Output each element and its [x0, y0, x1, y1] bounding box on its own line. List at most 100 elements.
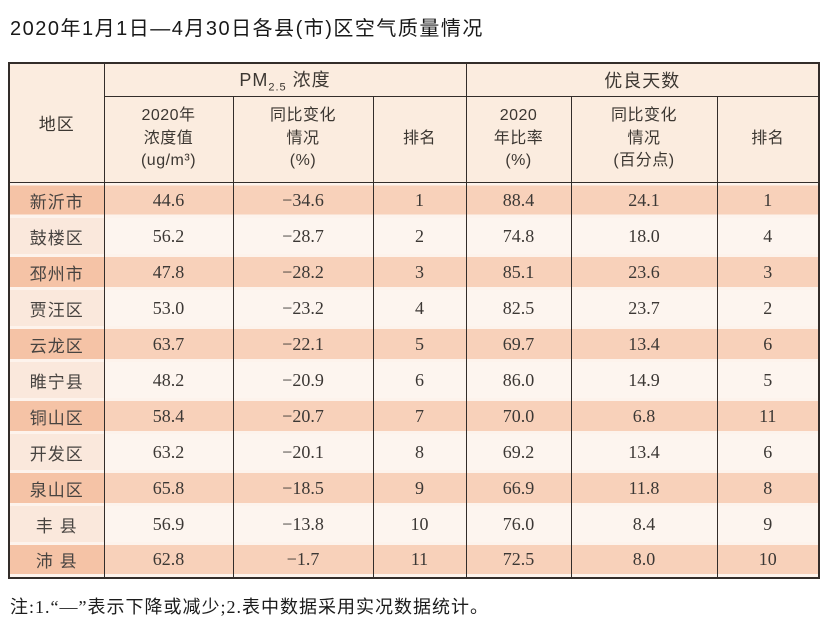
table-row: 铜山区 58.4 −20.7 7 70.0 6.8 11: [8, 398, 820, 434]
pm-rank-cell: 4: [372, 290, 467, 326]
table-row: 贾汪区 53.0 −23.2 4 82.5 23.7 2: [8, 290, 820, 326]
good-ratio-cell: 86.0: [465, 362, 572, 398]
pm-rank-cell: 11: [372, 542, 467, 578]
page-title: 2020年1月1日—4月30日各县(市)区空气质量情况: [10, 18, 484, 40]
pm-change-cell: −20.9: [232, 362, 374, 398]
pm-rank-cell: 10: [372, 506, 467, 542]
pm-rank-cell: 8: [372, 434, 467, 470]
region-cell: 鼓楼区: [8, 218, 105, 254]
good-rank-cell: 6: [716, 434, 820, 470]
good-change-column-header: 同比变化 情况 (百分点): [570, 95, 718, 183]
pm-change-cell: −23.2: [232, 290, 374, 326]
pm-rank-cell: 9: [372, 470, 467, 506]
table-row: 沛 县 62.8 −1.7 11 72.5 8.0 10: [8, 542, 820, 578]
good-change-cell: 13.4: [570, 326, 718, 362]
group-header-row: 地区 PM2.5 浓度 优良天数: [8, 62, 820, 183]
pm-value-cell: 56.2: [103, 218, 234, 254]
pm25-label-suffix: 浓度: [286, 69, 331, 90]
pm-rank-cell: 7: [372, 398, 467, 434]
pm25-label-subscript: 2.5: [268, 81, 287, 94]
good-rank-cell: 9: [716, 506, 820, 542]
good-rank-cell: 2: [716, 290, 820, 326]
good-ratio-cell: 66.9: [465, 470, 572, 506]
good-rank-cell: 6: [716, 326, 820, 362]
region-cell: 邳州市: [8, 254, 105, 290]
column-header-row: 2020年 浓度值 (ug/m³) 同比变化 情况 (%) 排名 2020 年比…: [9, 95, 820, 183]
pm-rank-cell: 1: [372, 182, 467, 218]
pm-value-cell: 62.8: [103, 542, 234, 578]
good-change-cell: 6.8: [570, 398, 718, 434]
pm-value-cell: 65.8: [103, 470, 234, 506]
region-cell: 泉山区: [8, 470, 105, 506]
pm-change-cell: −1.7: [232, 542, 374, 578]
good-ratio-cell: 88.4: [465, 182, 572, 218]
pm-rank-cell: 3: [372, 254, 467, 290]
pm-change-cell: −28.7: [232, 218, 374, 254]
pm-rank-cell: 5: [372, 326, 467, 362]
pm-change-cell: −13.8: [232, 506, 374, 542]
pm-value-cell: 56.9: [103, 506, 234, 542]
pm25-group-header: PM2.5 浓度: [103, 62, 467, 97]
good-change-cell: 13.4: [570, 434, 718, 470]
good-change-cell: 18.0: [570, 218, 718, 254]
pm-rank-cell: 2: [372, 218, 467, 254]
good-change-cell: 8.0: [570, 542, 718, 578]
pm25-label-prefix: PM: [239, 69, 269, 90]
pm-value-column-header: 2020年 浓度值 (ug/m³): [103, 95, 234, 183]
table-row: 邳州市 47.8 −28.2 3 85.1 23.6 3: [8, 254, 820, 290]
table-row: 新沂市 44.6 −34.6 1 88.4 24.1 1: [8, 182, 820, 218]
air-quality-table: 地区 PM2.5 浓度 优良天数 2020年 浓度值 (ug/m³) 同比变化 …: [8, 62, 821, 579]
table-row: 丰 县 56.9 −13.8 10 76.0 8.4 9: [8, 506, 820, 542]
good-ratio-cell: 76.0: [465, 506, 572, 542]
pm-change-cell: −22.1: [232, 326, 374, 362]
good-ratio-cell: 82.5: [465, 290, 572, 326]
table-row: 泉山区 65.8 −18.5 9 66.9 11.8 8: [8, 470, 820, 506]
pm-change-cell: −34.6: [232, 182, 374, 218]
good-days-group-header: 优良天数: [465, 62, 820, 97]
pm-value-cell: 63.7: [103, 326, 234, 362]
good-rank-cell: 8: [716, 470, 820, 506]
good-rank-cell: 1: [716, 182, 820, 218]
pm-value-cell: 58.4: [103, 398, 234, 434]
good-change-cell: 23.6: [570, 254, 718, 290]
pm-value-cell: 47.8: [103, 254, 234, 290]
region-cell: 丰 县: [8, 506, 105, 542]
good-rank-cell: 4: [716, 218, 820, 254]
region-cell: 铜山区: [8, 398, 105, 434]
good-ratio-cell: 70.0: [465, 398, 572, 434]
pm-change-cell: −18.5: [232, 470, 374, 506]
region-cell: 开发区: [8, 434, 105, 470]
region-cell: 云龙区: [8, 326, 105, 362]
good-change-cell: 14.9: [570, 362, 718, 398]
good-ratio-column-header: 2020 年比率 (%): [465, 95, 572, 183]
pm-change-cell: −20.1: [232, 434, 374, 470]
footnote: 注:1.“—”表示下降或减少;2.表中数据采用实况数据统计。: [10, 597, 489, 617]
region-cell: 睢宁县: [8, 362, 105, 398]
good-rank-cell: 5: [716, 362, 820, 398]
region-column-header: 地区: [8, 62, 105, 183]
pm-rank-cell: 6: [372, 362, 467, 398]
good-rank-cell: 3: [716, 254, 820, 290]
pm-change-cell: −28.2: [232, 254, 374, 290]
table-row: 云龙区 63.7 −22.1 5 69.7 13.4 6: [8, 326, 820, 362]
pm-rank-column-header: 排名: [372, 95, 467, 183]
pm-value-cell: 48.2: [103, 362, 234, 398]
good-rank-column-header: 排名: [716, 95, 820, 183]
good-change-cell: 23.7: [570, 290, 718, 326]
good-change-cell: 11.8: [570, 470, 718, 506]
good-ratio-cell: 74.8: [465, 218, 572, 254]
table-row: 鼓楼区 56.2 −28.7 2 74.8 18.0 4: [8, 218, 820, 254]
table-row: 开发区 63.2 −20.1 8 69.2 13.4 6: [8, 434, 820, 470]
region-cell: 新沂市: [8, 182, 105, 218]
good-rank-cell: 10: [716, 542, 820, 578]
good-ratio-cell: 69.7: [465, 326, 572, 362]
pm-value-cell: 53.0: [103, 290, 234, 326]
good-rank-cell: 11: [716, 398, 820, 434]
good-ratio-cell: 72.5: [465, 542, 572, 578]
region-cell: 沛 县: [8, 542, 105, 578]
pm-value-cell: 63.2: [103, 434, 234, 470]
region-cell: 贾汪区: [8, 290, 105, 326]
table-row: 睢宁县 48.2 −20.9 6 86.0 14.9 5: [8, 362, 820, 398]
good-change-cell: 8.4: [570, 506, 718, 542]
